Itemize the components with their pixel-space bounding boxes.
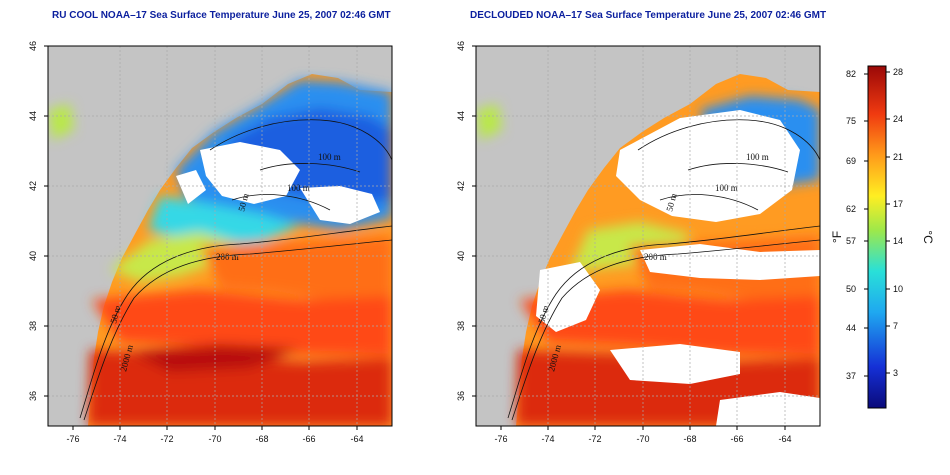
celsius-tick: 28 — [893, 67, 903, 77]
depth-label: 100 m — [318, 152, 341, 162]
lat-tick: 42 — [456, 181, 466, 191]
lon-tick: -70 — [636, 434, 649, 444]
celsius-tick: 17 — [893, 199, 903, 209]
lon-tick: -68 — [683, 434, 696, 444]
depth-label: 100 m — [287, 183, 310, 193]
lat-tick: 46 — [28, 41, 38, 51]
lat-tick: 36 — [28, 391, 38, 401]
lat-tick: 44 — [28, 111, 38, 121]
depth-label: 50 m — [236, 192, 250, 212]
celsius-tick: 3 — [893, 368, 898, 378]
depth-label: 200 m — [644, 252, 667, 262]
lon-tick: -72 — [160, 434, 173, 444]
lon-tick: -64 — [778, 434, 791, 444]
fahrenheit-tick: 62 — [846, 204, 856, 214]
fahrenheit-tick: 37 — [846, 371, 856, 381]
celsius-axis-label: °C — [921, 230, 935, 244]
lon-tick: -76 — [66, 434, 79, 444]
map-panel-left: 100 m 100 m 50 m 200 m 50 m 2000 m -76 -… — [28, 41, 393, 444]
lat-tick: 46 — [456, 41, 466, 51]
lon-tick: -66 — [730, 434, 743, 444]
fahrenheit-tick: 75 — [846, 116, 856, 126]
lon-tick: -68 — [255, 434, 268, 444]
lon-tick: -66 — [302, 434, 315, 444]
fahrenheit-tick: 82 — [846, 69, 856, 79]
celsius-tick: 10 — [893, 284, 903, 294]
panel-title-right: DECLOUDED NOAA–17 Sea Surface Temperatur… — [470, 10, 827, 21]
lon-tick: -64 — [350, 434, 363, 444]
fahrenheit-tick: 44 — [846, 323, 856, 333]
fahrenheit-axis-label: °F — [830, 231, 844, 243]
graticule — [48, 46, 392, 426]
depth-label: 100 m — [746, 152, 769, 162]
lat-tick: 44 — [456, 111, 466, 121]
depth-label: 50 m — [108, 304, 122, 324]
lon-tick: -76 — [494, 434, 507, 444]
fahrenheit-tick: 69 — [846, 156, 856, 166]
depth-label: 50 m — [536, 304, 550, 324]
lat-tick: 38 — [456, 321, 466, 331]
map-panel-right: 100 m 100 m 50 m 200 m 50 m 2000 m -76 -… — [456, 41, 821, 444]
fahrenheit-tick: 50 — [846, 284, 856, 294]
lat-tick: 40 — [456, 251, 466, 261]
colorbar-gradient — [867, 65, 887, 409]
lon-tick: -74 — [541, 434, 554, 444]
lon-tick: -70 — [208, 434, 221, 444]
celsius-tick: 21 — [893, 152, 903, 162]
lon-tick: -74 — [113, 434, 126, 444]
depth-label: 100 m — [715, 183, 738, 193]
lat-tick: 36 — [456, 391, 466, 401]
land-area — [48, 46, 392, 426]
depth-label: 200 m — [216, 252, 239, 262]
panel-title-left: RU COOL NOAA–17 Sea Surface Temperature … — [52, 10, 391, 21]
land-area — [476, 46, 820, 426]
graticule — [476, 46, 820, 426]
celsius-tick: 24 — [893, 114, 903, 124]
lat-tick: 38 — [28, 321, 38, 331]
lat-tick: 40 — [28, 251, 38, 261]
celsius-tick: 7 — [893, 321, 898, 331]
depth-label: 50 m — [664, 192, 678, 212]
celsius-tick: 14 — [893, 236, 903, 246]
fahrenheit-tick: 57 — [846, 236, 856, 246]
lat-tick: 42 — [28, 181, 38, 191]
lon-tick: -72 — [588, 434, 601, 444]
colorbar: 82 75 69 62 57 50 44 37 28 24 21 17 14 1… — [830, 65, 935, 409]
